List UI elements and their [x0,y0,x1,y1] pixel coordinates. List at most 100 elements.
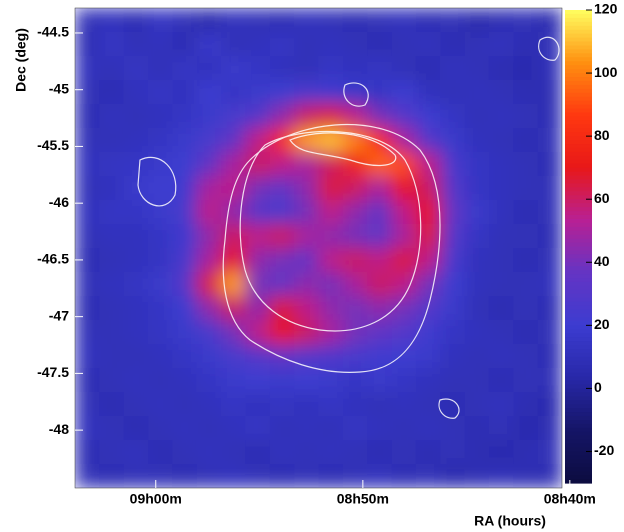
colorbar-step [565,373,592,378]
heatmap-cell [221,152,246,177]
colorbar-step [565,278,592,283]
heatmap-cell [513,416,538,441]
heatmap-cell [270,272,295,297]
colorbar-step [565,381,592,386]
heatmap-cell [221,440,246,465]
y-tick-label: -47.5 [37,364,69,380]
heatmap-cell [75,176,100,201]
colorbar-step [565,317,592,322]
heatmap-cell [319,320,344,345]
heatmap-cell [245,344,270,369]
heatmap-cell [367,296,392,321]
colorbar-tick-label: -20 [594,442,614,458]
heatmap-cell [294,32,319,57]
heatmap-cell [99,440,124,465]
heatmap-cell [440,176,465,201]
heatmap-cell [465,176,490,201]
heatmap-cell [99,200,124,225]
heatmap-cell [245,128,270,153]
colorbar-tick-label: 60 [594,190,610,206]
heatmap-cell [148,248,173,273]
heatmap-cell [538,200,563,225]
heatmap-cell [538,224,563,249]
heatmap-cell [75,344,100,369]
heatmap-cell [75,32,100,57]
heatmap-cell [343,296,368,321]
heatmap-cell [197,200,222,225]
heatmap-cell [489,128,514,153]
heatmap-cell [416,80,441,105]
heatmap-cell [319,32,344,57]
heatmap-cell [538,272,563,297]
heatmap-cell [489,32,514,57]
heatmap-cell [197,320,222,345]
heatmap-cell [124,320,149,345]
heatmap-cell [367,200,392,225]
colorbar-step [565,22,592,27]
heatmap-cell [270,344,295,369]
heatmap-cell [513,104,538,129]
heatmap-cell [538,320,563,345]
heatmap-cell [343,80,368,105]
heatmap-cell [294,320,319,345]
heatmap-cell [513,8,538,33]
heatmap-cell [221,464,246,489]
colorbar-step [565,223,592,228]
colorbar-step [565,38,592,43]
heatmap-cell [245,320,270,345]
heatmap-cell [75,80,100,105]
heatmap-cell [99,320,124,345]
colorbar-step [565,30,592,35]
heatmap-cell [270,440,295,465]
heatmap-cell [440,200,465,225]
colorbar-step [565,164,592,169]
heatmap-cell [172,32,197,57]
heatmap-cell [75,56,100,81]
heatmap-cell [197,128,222,153]
heatmap-cell [294,224,319,249]
heatmap-cell [440,272,465,297]
heatmap-cell [440,56,465,81]
y-axis-label: Dec (deg) [13,28,29,92]
heatmap-cell [148,56,173,81]
heatmap-cell [270,224,295,249]
colorbar-step [565,148,592,153]
heatmap-cell [392,368,417,393]
heatmap-cell [221,128,246,153]
heatmap-cell [270,464,295,489]
heatmap-cell [75,368,100,393]
heatmap-cell [513,200,538,225]
heatmap-cell [294,344,319,369]
y-tick-label: -45 [49,80,69,96]
heatmap-cell [440,224,465,249]
heatmap-cell [392,32,417,57]
heatmap-cell [513,152,538,177]
colorbar-step [565,325,592,330]
heatmap-cell [319,344,344,369]
heatmap-cell [75,272,100,297]
colorbar-step [565,310,592,315]
heatmap-cell [148,104,173,129]
colorbar-step [565,116,592,121]
heatmap-cell [343,8,368,33]
heatmap-cell [172,248,197,273]
heatmap-cell [270,248,295,273]
heatmap-cell [343,56,368,81]
colorbar-step [565,440,592,445]
colorbar-step [565,436,592,441]
heatmap-cell [197,248,222,273]
heatmap-cell [343,200,368,225]
heatmap-cell [294,440,319,465]
heatmap-cell [294,248,319,273]
colorbar-step [565,93,592,98]
heatmap-cell [416,344,441,369]
heatmap-cell [99,80,124,105]
heatmap-cell [270,200,295,225]
heatmap-cell [538,8,563,33]
heatmap-cell [148,440,173,465]
colorbar-step [565,392,592,397]
heatmap-cell [489,8,514,33]
heatmap-cell [465,80,490,105]
heatmap-cell [124,224,149,249]
heatmap-cell [294,152,319,177]
